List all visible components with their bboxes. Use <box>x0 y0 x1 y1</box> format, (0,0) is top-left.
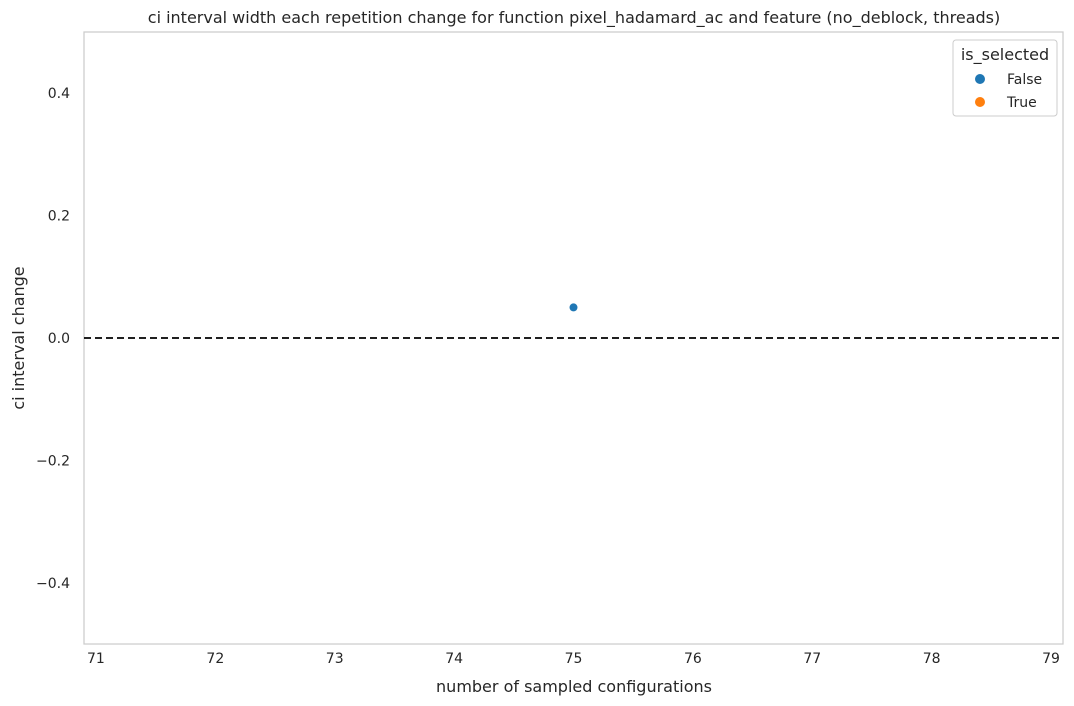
x-tick-label: 75 <box>565 651 583 667</box>
legend-marker-true <box>975 97 985 107</box>
x-tick-label: 73 <box>326 651 344 667</box>
data-point-false <box>569 303 578 312</box>
x-tick-label: 74 <box>445 651 463 667</box>
y-tick-label: −0.2 <box>36 453 70 469</box>
y-axis-ticks: 0.4 0.2 0.0 −0.2 −0.4 <box>36 86 70 592</box>
x-tick-label: 71 <box>87 651 105 667</box>
data-points <box>569 303 578 312</box>
chart-title: ci interval width each repetition change… <box>148 8 1000 28</box>
x-tick-label: 76 <box>684 651 702 667</box>
y-tick-label: 0.4 <box>48 86 70 102</box>
y-axis-label: ci interval change <box>9 266 28 409</box>
legend-title: is_selected <box>961 45 1049 65</box>
y-tick-label: 0.2 <box>48 209 70 225</box>
legend: is_selected False True <box>952 39 1058 117</box>
x-tick-label: 79 <box>1042 651 1060 667</box>
x-axis-ticks: 71 72 73 74 75 76 77 78 79 <box>87 651 1060 667</box>
x-axis-label: number of sampled configurations <box>436 677 712 696</box>
y-tick-label: 0.0 <box>48 331 70 347</box>
x-tick-label: 72 <box>206 651 224 667</box>
legend-box <box>952 39 1058 117</box>
y-tick-label: −0.4 <box>36 576 70 592</box>
x-tick-label: 78 <box>923 651 941 667</box>
legend-label-true: True <box>1006 95 1037 111</box>
x-tick-label: 77 <box>803 651 821 667</box>
legend-label-false: False <box>1007 72 1042 88</box>
legend-marker-false <box>975 74 985 84</box>
